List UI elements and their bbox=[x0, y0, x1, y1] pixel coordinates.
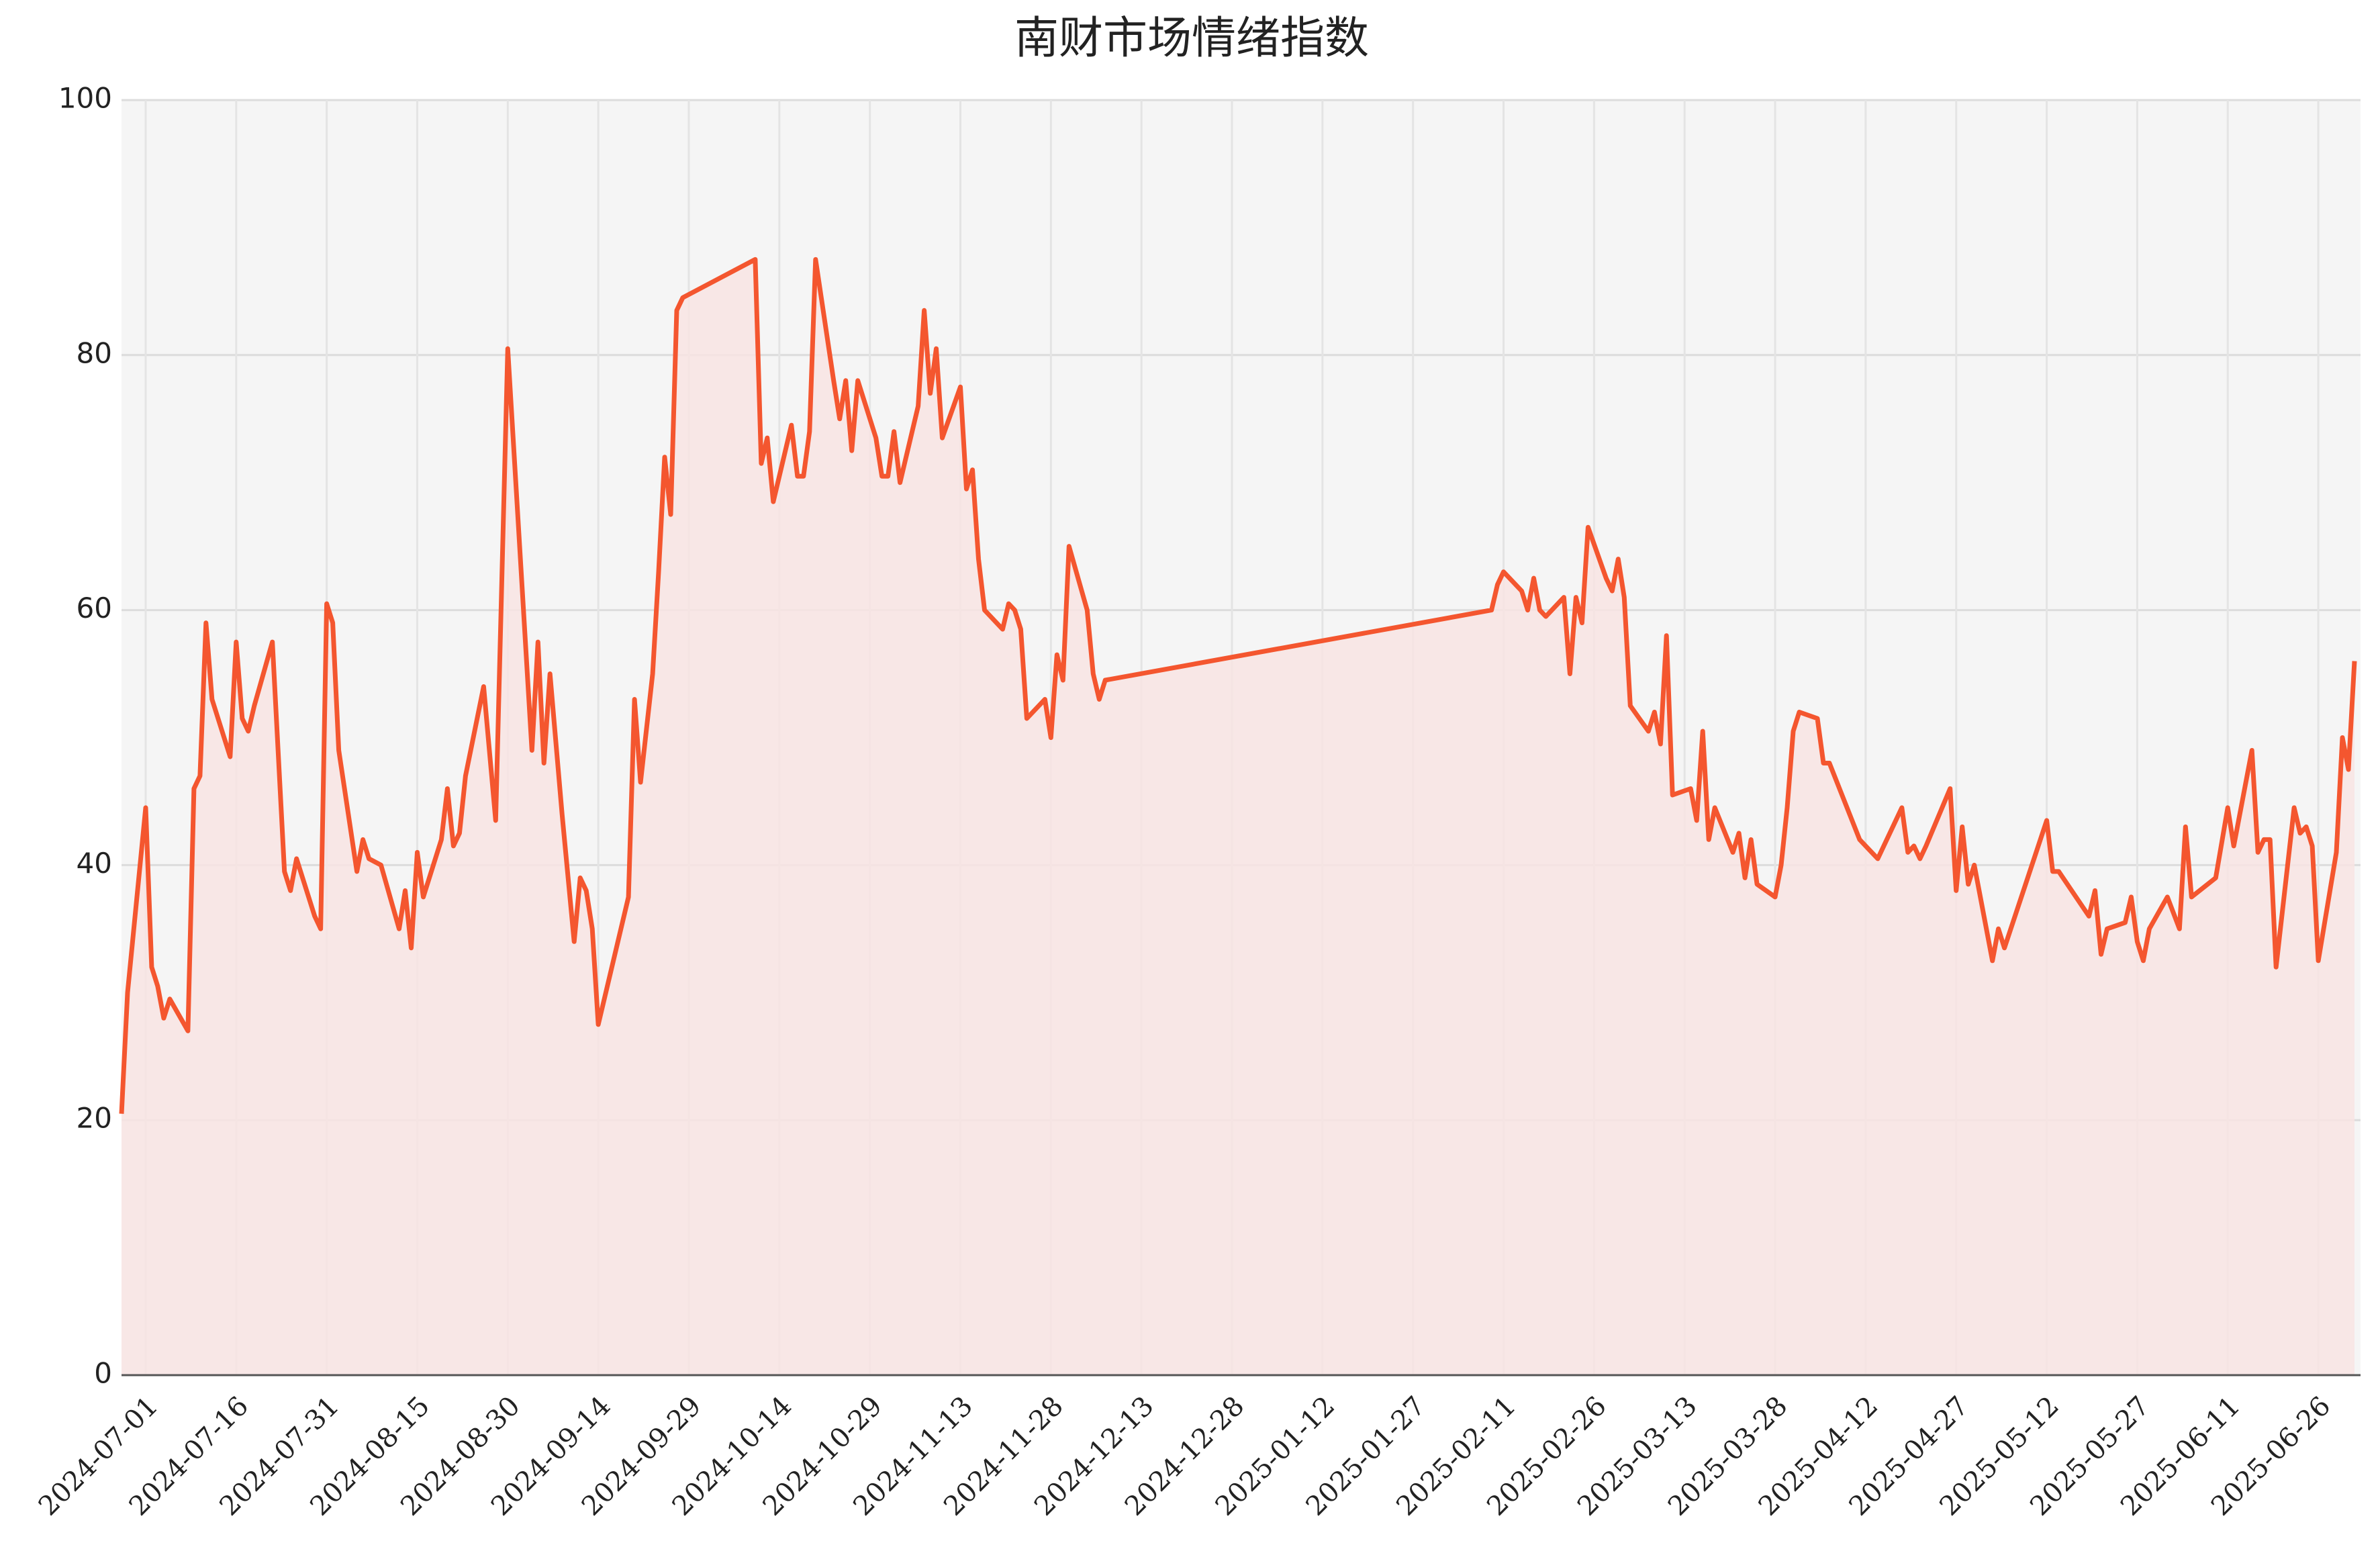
area bbox=[122, 259, 2354, 1375]
y-tick-label: 60 bbox=[77, 592, 112, 624]
y-tick-label: 80 bbox=[77, 336, 112, 369]
y-tick-label: 0 bbox=[94, 1357, 112, 1390]
y-tick-label: 40 bbox=[77, 847, 112, 880]
y-tick-label: 100 bbox=[58, 82, 112, 115]
chart-title: 南财市场情绪指数 bbox=[1014, 12, 1369, 64]
line bbox=[119, 256, 2357, 1114]
y-tick-label: 20 bbox=[77, 1102, 112, 1135]
